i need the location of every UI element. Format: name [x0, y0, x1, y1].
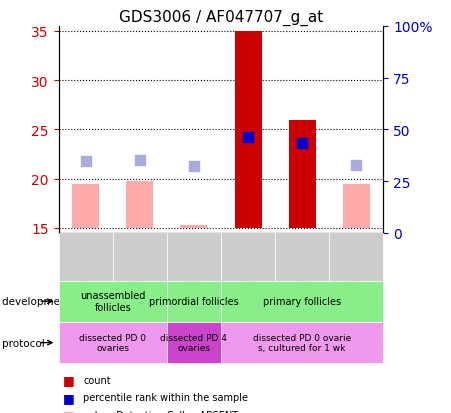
Point — [353, 162, 360, 169]
Text: dissected PD 0 ovarie
s, cultured for 1 wk: dissected PD 0 ovarie s, cultured for 1 … — [253, 333, 351, 352]
Bar — [289, 120, 316, 228]
Text: primordial follicles: primordial follicles — [149, 297, 239, 306]
Text: dissected PD 4
ovaries: dissected PD 4 ovaries — [161, 333, 227, 352]
Text: value, Detection Call = ABSENT: value, Detection Call = ABSENT — [83, 410, 239, 413]
Bar — [72, 184, 99, 228]
Text: ■: ■ — [63, 408, 75, 413]
Title: GDS3006 / AF047707_g_at: GDS3006 / AF047707_g_at — [119, 9, 323, 26]
Point — [244, 135, 252, 141]
Text: count: count — [83, 375, 111, 385]
Text: protocol: protocol — [2, 338, 45, 348]
Text: unassembled
follicles: unassembled follicles — [80, 291, 145, 312]
Point — [82, 158, 89, 165]
Point — [136, 157, 143, 164]
Bar — [126, 181, 153, 228]
Text: dissected PD 0
ovaries: dissected PD 0 ovaries — [79, 333, 146, 352]
Point — [190, 163, 198, 170]
Bar — [180, 225, 207, 228]
Text: development stage: development stage — [2, 297, 103, 306]
Bar — [343, 184, 370, 228]
Text: percentile rank within the sample: percentile rank within the sample — [83, 392, 249, 402]
Point — [299, 140, 306, 147]
Text: ■: ■ — [63, 373, 75, 387]
Bar — [235, 32, 262, 228]
Text: primary follicles: primary follicles — [263, 297, 341, 306]
Text: ■: ■ — [63, 391, 75, 404]
